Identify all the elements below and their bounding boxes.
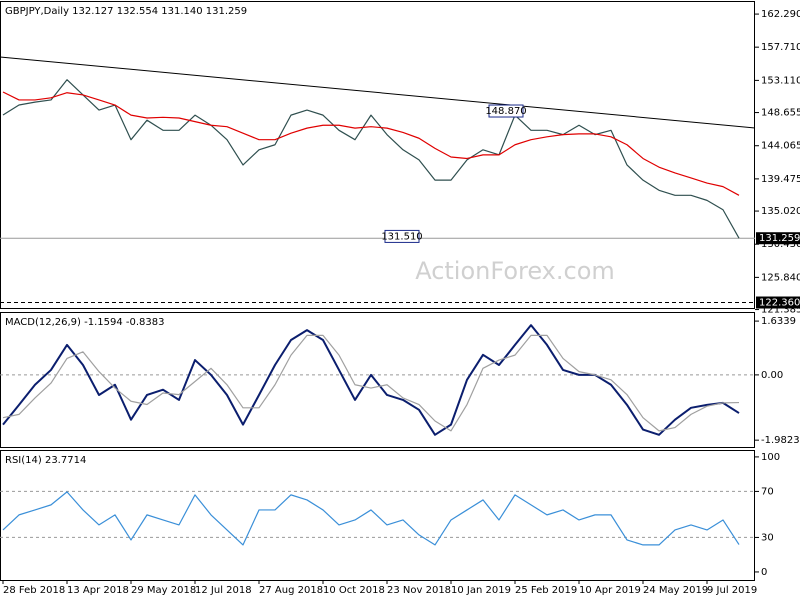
- series-line: [2, 334, 740, 432]
- price-label: 131.259: [759, 233, 800, 244]
- panel-title: GBPJPY,Daily 132.127 132.554 131.140 131…: [5, 6, 247, 17]
- panel-title: RSI(14) 23.7714: [5, 455, 86, 466]
- series-line: [2, 324, 740, 436]
- x-tick-label: 9 Jul 2019: [707, 585, 757, 596]
- y-tick-label: 130.430: [761, 239, 800, 250]
- series-line: [2, 79, 740, 239]
- y-tick-label: 139.475: [761, 174, 800, 185]
- y-tick-label: 148.655: [761, 108, 800, 119]
- y-tick-label: 144.065: [761, 141, 800, 152]
- y-tick-label: 70: [761, 486, 774, 497]
- y-tick-label: 153.110: [761, 75, 800, 86]
- panel-frame: [0, 450, 755, 581]
- x-tick-label: 13 Apr 2018: [67, 585, 129, 596]
- x-tick-label: 24 May 2019: [643, 585, 708, 596]
- y-tick-label: 30: [761, 532, 774, 543]
- price-label: 122.360: [759, 298, 800, 309]
- y-tick-label: 1.6339: [761, 316, 796, 327]
- x-tick-label: 10 Apr 2019: [579, 585, 641, 596]
- y-tick-label: 100: [761, 452, 780, 463]
- series-line: [2, 491, 740, 546]
- x-tick-label: 10 Jan 2019: [451, 585, 511, 596]
- annotation-label: 131.510: [381, 231, 422, 242]
- y-tick-label: 121.385: [761, 305, 800, 316]
- x-tick-label: 29 May 2018: [131, 585, 196, 596]
- annotation-box: [488, 104, 524, 118]
- x-tick-label: 28 Feb 2018: [3, 585, 65, 596]
- x-tick-label: 10 Oct 2018: [323, 585, 385, 596]
- y-tick-label: 135.020: [761, 206, 800, 217]
- y-tick-label: -1.9823: [761, 435, 800, 446]
- panel-frame: [0, 312, 755, 448]
- price-label-box: [756, 296, 800, 309]
- annotation-label: 148.870: [485, 106, 526, 117]
- panel-title: MACD(12,26,9) -1.1594 -0.8383: [5, 317, 165, 328]
- y-tick-label: 157.710: [761, 42, 800, 53]
- y-tick-label: 125.840: [761, 272, 800, 283]
- x-tick-label: 27 Aug 2018: [259, 585, 323, 596]
- panel-frame: [0, 1, 755, 309]
- annotation-box: [384, 229, 420, 243]
- y-tick-label: 0: [761, 567, 767, 578]
- price-label-box: [756, 232, 800, 245]
- y-tick-label: 162.290: [761, 9, 800, 20]
- series-line: [2, 91, 740, 196]
- y-tick-label: 0.00: [761, 370, 783, 381]
- x-tick-label: 25 Feb 2019: [515, 585, 577, 596]
- trendline: [0, 56, 756, 129]
- x-tick-label: 23 Nov 2018: [387, 585, 451, 596]
- watermark: ActionForex.com: [415, 257, 615, 285]
- x-tick-label: 12 Jul 2018: [195, 585, 252, 596]
